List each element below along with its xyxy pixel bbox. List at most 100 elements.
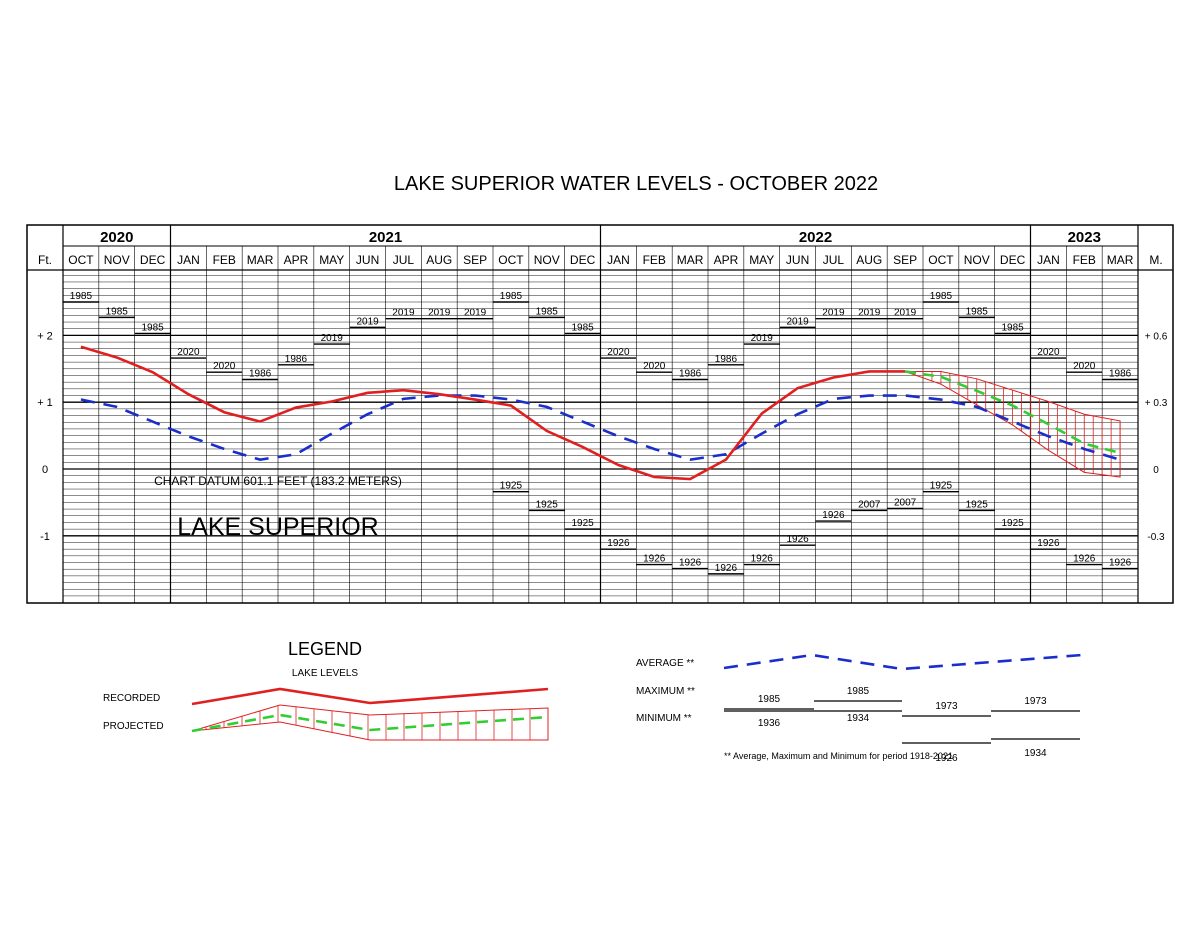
record-minimum-year-label: 2007	[894, 497, 917, 508]
chart-datum-label: CHART DATUM 601.1 FEET (183.2 METERS)	[154, 474, 402, 488]
record-minimum-year-label: 1926	[607, 538, 630, 549]
month-label: APR	[714, 253, 739, 267]
legend-maximum-label: MAXIMUM **	[636, 686, 695, 697]
month-label: AUG	[426, 253, 452, 267]
legend-projected-band	[191, 704, 549, 741]
chart-annotations: CHART DATUM 601.1 FEET (183.2 METERS) LAK…	[154, 474, 402, 541]
month-label: JAN	[1037, 253, 1060, 267]
record-maximum-year-label: 2019	[786, 316, 809, 327]
record-minimum-year-label: 1926	[1037, 538, 1060, 549]
record-maximum-year-label: 1986	[285, 354, 308, 365]
record-minimum-year-label: 1926	[643, 554, 666, 565]
month-label: FEB	[1073, 253, 1096, 267]
record-maximum-year-label: 2019	[356, 316, 379, 327]
record-maximum-year-label: 1986	[679, 368, 702, 379]
record-maximum-year-label: 1985	[930, 291, 953, 302]
recorded-series-line	[80, 345, 906, 481]
y-tick-label-ft: 0	[42, 464, 48, 476]
y-tick-label-m: 0	[1153, 465, 1159, 476]
month-label: OCT	[928, 253, 954, 267]
month-label: FEB	[643, 253, 666, 267]
record-maximum-year-label: 1985	[571, 322, 594, 333]
y-axes: + 2 + 1 0 -1 + 0.6 + 0.3 0 -0.3	[37, 330, 1167, 542]
y-tick-label-m: -0.3	[1147, 532, 1165, 543]
record-minimum-year-label: 1926	[751, 554, 774, 565]
record-minimum-year-label: 2007	[858, 499, 881, 510]
record-minimum-year-label: 1926	[1073, 554, 1096, 565]
record-maximum-year-label: 1986	[1109, 368, 1132, 379]
y-tick-label-m: + 0.6	[1145, 331, 1168, 342]
month-label: DEC	[140, 253, 166, 267]
record-maximum-year-label: 2020	[607, 347, 630, 358]
right-unit-label: M.	[1149, 253, 1162, 267]
record-maximum-year-label: 1985	[1001, 322, 1024, 333]
month-label: NOV	[534, 253, 560, 267]
legend-minimum-year: 1934	[1024, 748, 1047, 759]
record-minimum-year-label: 1925	[930, 481, 953, 492]
legend-title: LEGEND	[288, 639, 362, 659]
legend-maximum-year: 1973	[1024, 696, 1047, 707]
record-minimum-year-label: 1926	[679, 558, 702, 569]
record-minimum-year-label: 1926	[715, 563, 738, 574]
month-label: MAY	[319, 253, 344, 267]
projected-series-line	[904, 370, 1121, 455]
year-label: 2020	[100, 229, 133, 246]
record-minimum-year-label: 1926	[786, 534, 809, 545]
legend-minimum-label: MINIMUM **	[636, 713, 692, 724]
month-label: MAR	[677, 253, 704, 267]
legend-maximum-year: 1985	[758, 694, 781, 705]
record-maximum-year-label: 1985	[500, 291, 523, 302]
record-minimum-year-label: 1925	[1001, 518, 1024, 529]
record-maximum-year-label: 1986	[249, 368, 272, 379]
chart-header: 2020 2021 2022 2023 OCT NOV DEC JAN FEB MAR APR MAY…	[38, 229, 1163, 267]
legend-minimum-year: 1934	[847, 713, 870, 724]
record-maximum-year-label: 1985	[141, 322, 164, 333]
y-tick-label-ft: + 1	[37, 397, 53, 409]
record-maximum-year-label: 2019	[822, 308, 845, 319]
chart-grid	[26, 224, 1174, 604]
left-unit-label: Ft.	[38, 253, 52, 267]
legend: LEGEND LAKE LEVELS RECORDED PROJECTED AVERAG…	[103, 639, 1083, 764]
month-label: APR	[284, 253, 309, 267]
month-label: FEB	[213, 253, 236, 267]
record-maximum-year-label: 2019	[464, 308, 487, 319]
record-maximum-year-label: 2020	[1073, 361, 1096, 372]
legend-footnote: ** Average, Maximum and Minimum for peri…	[724, 751, 953, 761]
legend-recorded-label: RECORDED	[103, 693, 160, 704]
record-maximum-year-label: 2019	[321, 333, 344, 344]
month-label: AUG	[856, 253, 882, 267]
record-maximum-year-label: 2020	[177, 347, 200, 358]
y-tick-label-ft: -1	[40, 531, 50, 543]
legend-projected-label: PROJECTED	[103, 721, 164, 732]
month-label: JAN	[607, 253, 630, 267]
legend-average-line	[723, 653, 1083, 671]
month-label: JUL	[393, 253, 415, 267]
record-minimum-year-label: 1925	[500, 481, 523, 492]
record-maximum-year-label: 1985	[106, 306, 129, 317]
record-maximum-year-label: 2020	[643, 361, 666, 372]
legend-maximum-year: 1985	[847, 686, 870, 697]
legend-subtitle: LAKE LEVELS	[292, 668, 358, 679]
record-minimum-year-label: 1925	[536, 499, 559, 510]
record-maximum-year-label: 1985	[966, 306, 989, 317]
month-label: JUN	[356, 253, 379, 267]
month-label: MAR	[1107, 253, 1134, 267]
lake-name-label: LAKE SUPERIOR	[177, 513, 378, 541]
year-label: 2022	[799, 229, 832, 246]
record-markers: 1985 1985 1985 2020 2020 1986 1986 2019 2019 2019…	[63, 291, 1138, 575]
month-label: MAR	[247, 253, 274, 267]
legend-maximum-year: 1973	[935, 701, 958, 712]
record-minimum-year-label: 1925	[966, 499, 989, 510]
legend-recorded-line	[191, 687, 549, 706]
record-maximum-year-label: 2019	[392, 308, 415, 319]
month-label: NOV	[964, 253, 990, 267]
record-minimum-year-label: 1926	[822, 510, 845, 521]
year-label: 2021	[369, 229, 402, 246]
month-label: DEC	[570, 253, 596, 267]
record-maximum-year-label: 2020	[1037, 347, 1060, 358]
month-label: MAY	[749, 253, 774, 267]
legend-minimum-year: 1926	[935, 753, 958, 764]
record-maximum-year-label: 2019	[858, 308, 881, 319]
record-maximum-year-label: 2020	[213, 361, 236, 372]
